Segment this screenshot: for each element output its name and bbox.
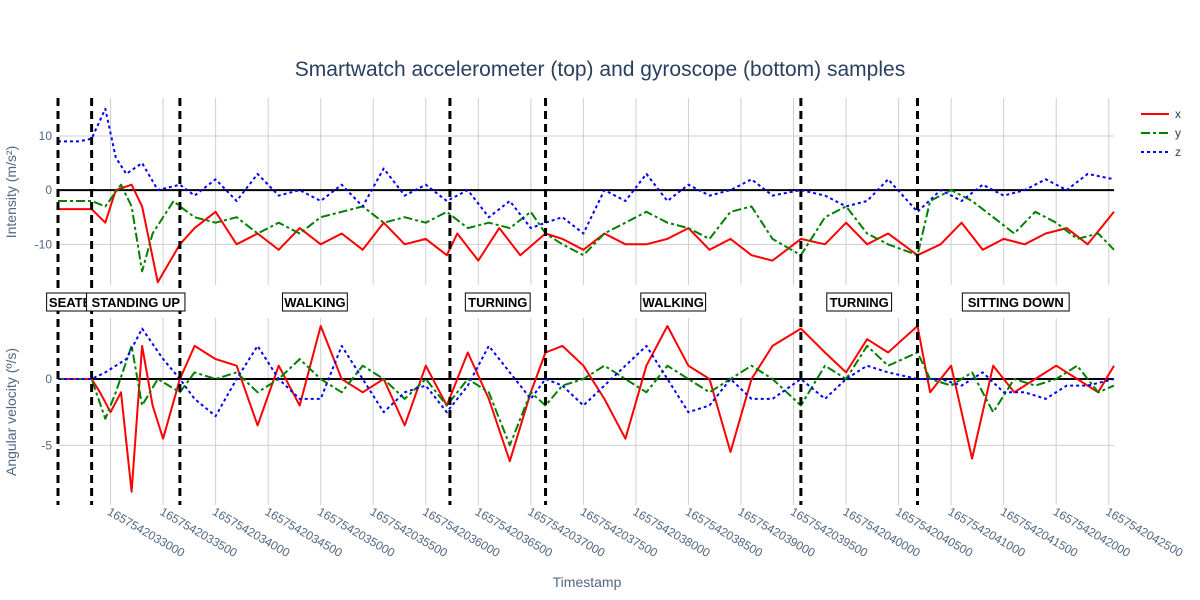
series-y-line [58, 183, 1115, 273]
y-tick-label: -5 [41, 438, 52, 452]
y-tick-label: 10 [39, 129, 53, 143]
legend[interactable]: xyz [1141, 107, 1181, 159]
x-axis-ticks: 1657542033000165754203350016575420340001… [105, 504, 1186, 560]
segment-label-box [961, 292, 1070, 312]
y-axis-label-accelerometer: Intensity (m/s²) [3, 146, 19, 239]
segment-label-box [464, 292, 531, 312]
y-tick-label: 0 [45, 183, 52, 197]
segment-label: TURNING [830, 295, 889, 310]
series-z-line [58, 327, 1115, 418]
segment-label-box [282, 292, 348, 312]
legend-label-y: y [1175, 126, 1181, 140]
series-y-line [58, 344, 1115, 447]
segment-label-box [640, 292, 707, 312]
series-x-line [58, 183, 1115, 284]
segment-boundaries [56, 98, 920, 505]
y-tick-label: 0 [45, 372, 52, 386]
legend-label-z: z [1175, 145, 1181, 159]
accelerometer-panel: -10 0 10 [35, 98, 1115, 285]
x-axis-label: Timestamp [553, 574, 622, 590]
chart-title: Smartwatch accelerometer (top) and gyros… [295, 58, 905, 81]
segment-label: TURNING [468, 295, 527, 310]
segment-label: WALKING [643, 295, 704, 310]
segment-label: STANDING UP [91, 295, 180, 310]
legend-label-x: x [1175, 107, 1181, 121]
segment-label: SITTING DOWN [968, 295, 1064, 310]
segment-label-box [86, 292, 186, 312]
series-x-line [58, 325, 1115, 493]
gyroscope-panel: -5 0 [41, 318, 1115, 505]
y-tick-label: -10 [35, 237, 53, 251]
segment-label-box [826, 292, 893, 312]
segment-label: WALKING [284, 295, 345, 310]
y-axis-label-gyroscope: Angular velocity (º/s) [3, 348, 19, 476]
